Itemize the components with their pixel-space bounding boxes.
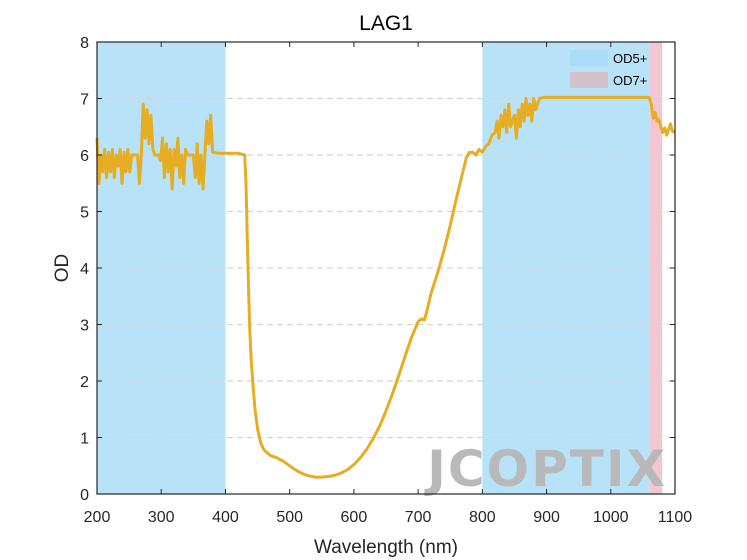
y-tick-label: 8 (80, 35, 89, 52)
x-tick-label: 800 (469, 509, 496, 526)
x-tick-label: 700 (405, 509, 432, 526)
y-tick-label: 4 (80, 261, 89, 278)
x-tick-label: 600 (341, 509, 368, 526)
x-tick-label: 500 (276, 509, 303, 526)
x-tick-label: 400 (212, 509, 239, 526)
x-tick-label: 200 (84, 509, 111, 526)
x-tick-label: 900 (533, 509, 560, 526)
legend-label: OD7+ (613, 73, 647, 88)
legend-swatch (570, 50, 608, 66)
y-tick-label: 3 (80, 318, 89, 335)
legend-label: OD5+ (613, 51, 647, 66)
tick-labels: 200 300 400 500 600 700 800 900 1000 1100 0 1 2 3 4 5 6 7… (80, 35, 692, 526)
y-tick-label: 7 (80, 92, 89, 109)
y-tick-label: 0 (80, 487, 89, 504)
y-axis-label: OD (52, 254, 73, 283)
y-tick-label: 6 (80, 148, 89, 165)
legend: OD5+ OD7+ (570, 50, 647, 88)
chart-title: LAG1 (359, 12, 413, 35)
y-tick-label: 5 (80, 205, 89, 222)
watermark: JCOPTIX (424, 440, 667, 498)
x-tick-label: 1000 (593, 509, 629, 526)
x-tick-label: 1100 (658, 509, 693, 526)
y-tick-label: 1 (80, 431, 89, 448)
axis-ticks (96, 41, 676, 495)
y-tick-label: 2 (80, 374, 89, 391)
legend-swatch (570, 72, 608, 88)
x-axis-label: Wavelength (nm) (314, 537, 458, 558)
series-line (95, 95, 676, 479)
x-tick-label: 300 (148, 509, 175, 526)
